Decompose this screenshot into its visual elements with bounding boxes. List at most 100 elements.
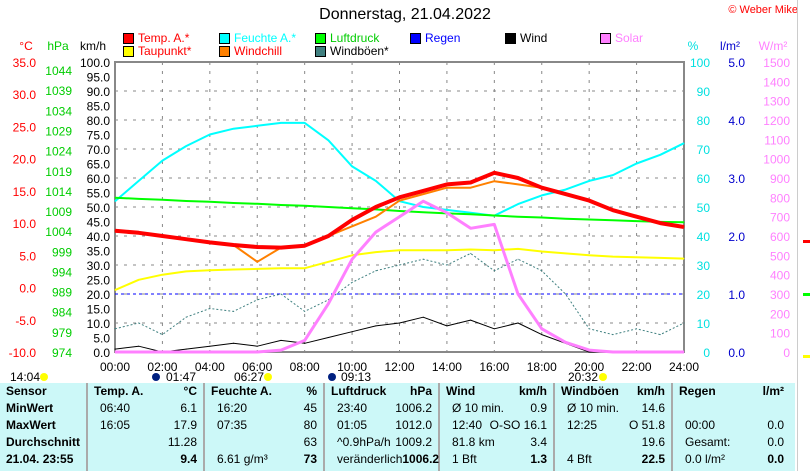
x-tick-label: 16:00	[479, 360, 509, 374]
data-point	[351, 281, 353, 283]
table-row: 23:40 1006.2	[331, 400, 432, 417]
data-point	[209, 134, 211, 135]
solar-axis-tick-label: 200	[770, 307, 790, 321]
cell-value: 1012.0	[395, 418, 432, 432]
humidity-axis-unit: %	[688, 39, 699, 53]
data-point	[399, 200, 400, 202]
cell-label: 12:40	[452, 418, 483, 432]
data-point	[304, 267, 306, 269]
solar-axis-tick-label: 800	[770, 191, 790, 205]
legend-item: Regen	[410, 31, 460, 45]
copyright: © Weber Mike	[728, 4, 798, 16]
speed-axis-tick-label: 100.0	[80, 56, 110, 70]
table-column: Windböen km/h Ø 10 min. 14.6 12:25 O 51.8 19.6…	[555, 383, 673, 471]
data-point	[541, 334, 543, 336]
speed-axis-tick-label: 75.0	[87, 129, 111, 143]
table-row: Windböen km/h	[561, 383, 665, 400]
legend-swatch	[315, 32, 326, 44]
speed-axis-tick-label: 35.0	[87, 245, 111, 259]
x-tick-label: 18:00	[527, 360, 557, 374]
data-point	[185, 348, 187, 350]
pressure-axis-tick-label: 1029	[45, 124, 72, 138]
data-point	[636, 351, 638, 353]
data-point	[327, 206, 329, 208]
humidity-axis-tick-label: 30	[697, 259, 711, 273]
data-point	[280, 349, 282, 351]
pressure-axis-tick-label: 1034	[45, 104, 72, 118]
data-point	[517, 293, 519, 295]
solar-axis-tick-label: 700	[770, 211, 790, 225]
temp-axis-unit: °C	[19, 39, 33, 53]
moonset-icon	[40, 373, 48, 381]
table-row: 19.6	[561, 434, 665, 451]
sun-moon-time: 20:32	[568, 370, 598, 383]
pressure-axis-tick-label: 1039	[45, 84, 72, 98]
cell-label: 4 Bft	[567, 452, 592, 466]
data-point	[470, 213, 472, 215]
temp-axis-tick-label: 35.0	[13, 56, 37, 70]
data-point	[517, 322, 519, 324]
data-point	[659, 257, 661, 259]
data-point	[233, 269, 235, 271]
pressure-axis-tick-label: 1009	[45, 205, 72, 219]
table-row: 0.0 l/m² 0.0	[679, 451, 784, 468]
data-point	[185, 145, 187, 147]
legend-swatch	[219, 45, 230, 57]
data-point	[161, 235, 163, 237]
sun-moon-time: 14:04	[10, 370, 40, 383]
data-point	[280, 247, 282, 249]
table-row: 9.4	[94, 451, 197, 468]
cell-label: 12:25	[567, 418, 598, 432]
data-point	[304, 205, 306, 207]
pressure-axis-tick-label: 994	[52, 265, 72, 279]
rain-axis-unit: l/m²	[720, 39, 740, 53]
pressure-axis-tick-label: 989	[52, 286, 72, 300]
cell-value: 9.4	[180, 452, 197, 466]
x-tick-label: 14:00	[432, 360, 462, 374]
stats-table: Sensor MinWert MaxWert Durchschnitt 21.04. 2…	[0, 383, 795, 471]
solar-axis-tick-label: 1100	[764, 133, 790, 147]
data-point	[209, 201, 211, 203]
legend-swatch	[123, 45, 134, 57]
data-point	[564, 189, 566, 191]
data-point	[256, 345, 258, 347]
data-point	[138, 279, 140, 281]
data-point	[351, 258, 353, 260]
data-point	[233, 202, 235, 204]
data-point	[422, 200, 424, 202]
data-point	[351, 254, 353, 256]
data-point	[612, 174, 614, 176]
speed-axis-tick-label: 50.0	[87, 201, 111, 215]
x-tick-label: 08:00	[290, 360, 320, 374]
data-point	[327, 303, 329, 305]
x-tick-label: 04:00	[195, 360, 225, 374]
data-point	[327, 337, 329, 338]
cell-label: Ø 10 min.	[567, 401, 620, 415]
x-tick-label: 24:00	[669, 360, 699, 374]
cell-label: 23:40	[337, 401, 368, 415]
table-row: 4 Bft 22.5	[561, 451, 665, 468]
data-point	[114, 348, 116, 350]
data-point	[446, 187, 448, 189]
solar-axis-tick-label: 300	[770, 288, 790, 302]
data-point	[683, 226, 685, 228]
cell-label: 0.0 l/m²	[685, 452, 726, 466]
temp-axis-tick-label: 10.0	[13, 217, 37, 231]
data-point	[256, 299, 258, 301]
cell-label: 1 Bft	[452, 452, 477, 466]
legend-label: Regen	[425, 31, 461, 45]
pressure-axis-tick-label: 1019	[45, 165, 72, 179]
table-row: 63	[211, 434, 317, 451]
humidity-axis-tick-label: 20	[697, 288, 711, 302]
cell-value: 19.6	[641, 435, 665, 449]
data-point	[233, 244, 235, 246]
data-point	[446, 209, 448, 211]
data-point	[517, 183, 519, 185]
data-point	[351, 225, 353, 227]
data-point	[399, 264, 400, 266]
pressure-axis-tick-label: 1004	[45, 225, 72, 239]
data-point	[659, 334, 661, 336]
sun-moon-time: 01:47	[166, 370, 196, 383]
table-row: Luftdruck hPa	[331, 383, 432, 400]
cell-value: 17.9	[173, 418, 197, 432]
